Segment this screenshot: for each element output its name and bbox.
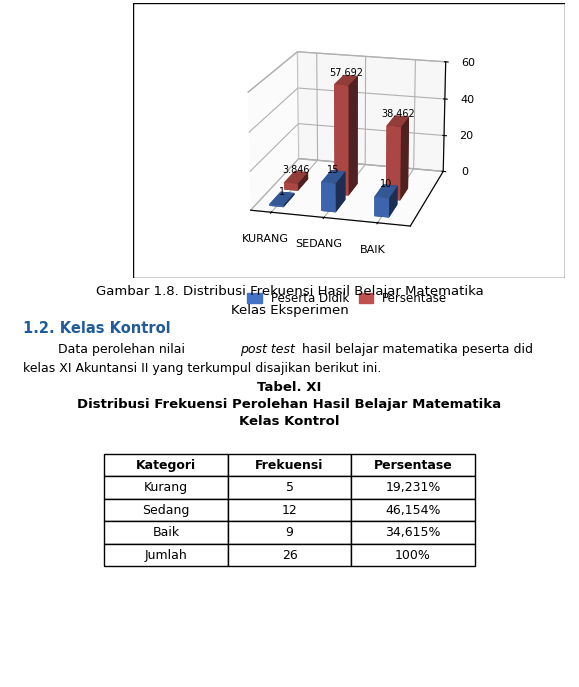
Text: Kelas Eksperimen: Kelas Eksperimen <box>230 304 349 317</box>
Text: post test: post test <box>240 344 295 357</box>
Text: Tabel. XI: Tabel. XI <box>257 381 322 394</box>
Text: kelas XI Akuntansi II yang terkumpul disajikan berikut ini.: kelas XI Akuntansi II yang terkumpul dis… <box>23 362 382 375</box>
Text: 1.2. Kelas Kontrol: 1.2. Kelas Kontrol <box>23 321 171 336</box>
Text: Data perolehan nilai: Data perolehan nilai <box>58 344 189 357</box>
Text: Gambar 1.8. Distribusi Frekuensi Hasil Belajar Matematika: Gambar 1.8. Distribusi Frekuensi Hasil B… <box>96 285 483 298</box>
Text: hasil belajar matematika peserta did: hasil belajar matematika peserta did <box>298 344 533 357</box>
Legend: Peserta Didik, Persentase: Peserta Didik, Persentase <box>243 287 452 310</box>
Text: Kelas Kontrol: Kelas Kontrol <box>239 415 340 428</box>
Text: Distribusi Frekuensi Perolehan Hasil Belajar Matematika: Distribusi Frekuensi Perolehan Hasil Bel… <box>78 398 501 412</box>
